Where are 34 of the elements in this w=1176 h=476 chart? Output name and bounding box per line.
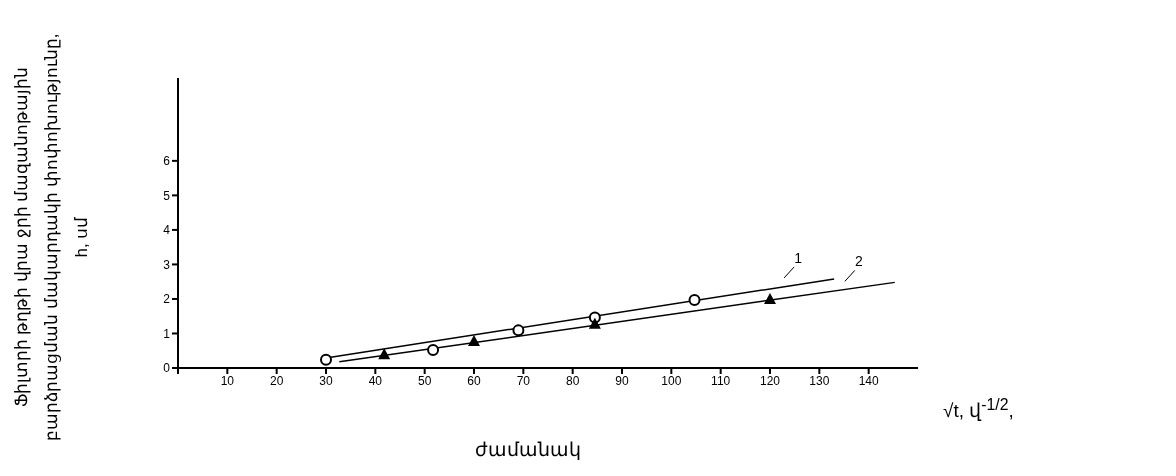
point [688, 293, 701, 306]
y-tick-label: 5 [163, 188, 171, 203]
x-tick-label: 70 [516, 373, 531, 388]
x-tick-label: 140 [858, 373, 879, 388]
point [427, 344, 440, 357]
point [512, 324, 525, 337]
point [468, 335, 480, 347]
text: √t, վ$^{-1/2}$, [943, 396, 1014, 423]
point [588, 317, 601, 329]
y-tick-label: 6 [163, 154, 171, 169]
point [764, 292, 776, 304]
x-tick-label: 130 [809, 373, 830, 388]
y-tick-label: 1 [163, 326, 171, 341]
x-tick-label: 30 [319, 373, 333, 388]
x-tick-label: 40 [368, 373, 383, 388]
x-tick-label: 10 [220, 373, 235, 388]
x-axis-title: ժամանակ [474, 438, 582, 461]
y-tick-label: 0 [163, 361, 171, 376]
series-label: 2 [854, 253, 863, 270]
series-label: 1 [794, 249, 803, 266]
x-tick-label: 80 [565, 373, 580, 388]
x-tick-label: 120 [759, 373, 781, 388]
y-tick-label: 3 [163, 257, 171, 272]
y-axis-title: Ֆիլտրի թղթի վրա ջրի մազանոթային բարձրացման մակարդակի փոփոխությունը, h, սմ [11, 32, 92, 443]
x-tick-label: 60 [467, 373, 481, 388]
x-tick-label: 20 [269, 373, 284, 388]
x-tick-label: 100 [661, 373, 682, 388]
x-tick-label: 90 [615, 373, 629, 388]
x-tick-label: 110 [711, 373, 731, 388]
y-tick-label: 2 [163, 292, 171, 307]
x-tick-label: 50 [417, 373, 432, 388]
point [378, 348, 391, 360]
point [320, 353, 332, 366]
y-tick-label: 4 [163, 223, 171, 238]
